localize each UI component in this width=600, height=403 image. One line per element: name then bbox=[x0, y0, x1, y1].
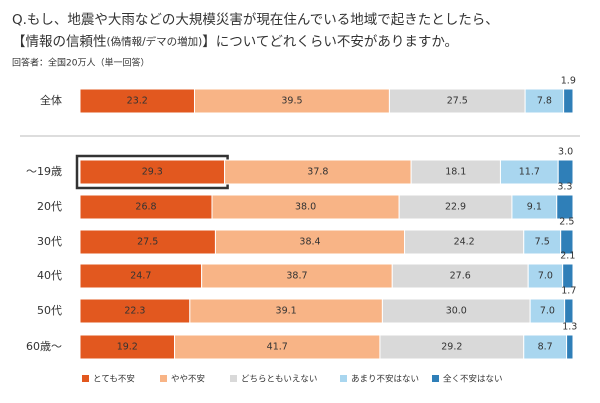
legend-label: やや不安 bbox=[171, 374, 205, 385]
value-label: 39.5 bbox=[281, 96, 302, 107]
bar-segment bbox=[391, 263, 529, 289]
value-label: 19.2 bbox=[117, 342, 138, 353]
category-label: 60歳～ bbox=[26, 340, 62, 353]
bar-segment bbox=[224, 159, 412, 185]
value-label: 8.7 bbox=[538, 342, 553, 353]
legend-label: 全く不安はない bbox=[443, 374, 503, 385]
legend-swatch bbox=[340, 375, 347, 382]
value-label: 3.0 bbox=[558, 147, 573, 158]
bar-segment bbox=[527, 263, 564, 289]
value-label: 27.5 bbox=[137, 237, 158, 248]
title-part: 】についてどれくらい不安がありますか。 bbox=[202, 34, 458, 50]
bar-segment bbox=[79, 194, 213, 220]
value-label: 24.7 bbox=[130, 271, 151, 282]
value-label: 26.8 bbox=[135, 202, 156, 213]
value-label: 39.1 bbox=[276, 306, 297, 317]
legend-swatch bbox=[230, 375, 237, 382]
value-label: 3.3 bbox=[557, 182, 572, 193]
category-label: 50代 bbox=[37, 304, 62, 317]
bar-segment bbox=[189, 298, 383, 324]
legend-label: どちらともいえない bbox=[241, 375, 317, 385]
value-label: 7.5 bbox=[535, 237, 550, 248]
category-label: 40代 bbox=[37, 269, 62, 282]
bar-segment bbox=[79, 263, 203, 289]
value-label: 37.8 bbox=[307, 167, 328, 178]
bar-segment bbox=[499, 159, 559, 185]
value-label: 1.3 bbox=[562, 322, 577, 333]
value-label: 38.7 bbox=[286, 271, 307, 282]
value-label: 38.0 bbox=[295, 202, 316, 213]
bar-segment bbox=[560, 229, 574, 255]
title-line-1: Q.もし、地震や大雨などの大規模災害が現在住んでいる地域で起きたとしたら、 bbox=[12, 12, 499, 28]
value-label: 7.0 bbox=[538, 271, 553, 282]
bar-segment bbox=[523, 334, 568, 360]
title-part: 【情報の信頼性 bbox=[12, 34, 107, 50]
bar-segment bbox=[566, 334, 574, 360]
value-label: 38.4 bbox=[299, 237, 320, 248]
value-label: 2.5 bbox=[559, 217, 574, 228]
category-label: 全体 bbox=[40, 93, 62, 107]
bar-segment bbox=[523, 229, 562, 255]
value-label: 2.1 bbox=[560, 251, 575, 262]
category-label: ～19歳 bbox=[26, 165, 62, 178]
value-label: 22.3 bbox=[124, 306, 145, 317]
category-label: 20代 bbox=[37, 200, 62, 213]
value-label: 9.1 bbox=[527, 202, 542, 213]
legend-swatch bbox=[160, 375, 167, 382]
bar-segment bbox=[564, 298, 574, 324]
value-label: 11.7 bbox=[519, 167, 540, 178]
bar-segment bbox=[557, 159, 574, 185]
subtitle: 回答者：全国20万人（単一回答） bbox=[12, 57, 149, 69]
value-label: 1.9 bbox=[561, 76, 576, 87]
bar-segment bbox=[379, 334, 525, 360]
value-label: 29.2 bbox=[441, 342, 462, 353]
value-label: 41.7 bbox=[267, 342, 288, 353]
value-label: 24.2 bbox=[454, 237, 475, 248]
value-label: 30.0 bbox=[446, 306, 467, 317]
bar-segment bbox=[193, 88, 390, 114]
title-part: (偽情報/デマの増加) bbox=[107, 35, 203, 48]
bar-segment bbox=[388, 88, 526, 114]
bar-segment bbox=[79, 334, 176, 360]
value-label: 22.9 bbox=[445, 202, 466, 213]
value-label: 7.8 bbox=[537, 96, 552, 107]
value-label: 18.1 bbox=[445, 167, 466, 178]
bar-segment bbox=[563, 88, 574, 114]
value-label: 29.3 bbox=[142, 167, 163, 178]
bar-segment bbox=[201, 263, 393, 289]
bar-segment bbox=[556, 194, 574, 220]
value-label: 27.6 bbox=[450, 271, 471, 282]
bar-segment bbox=[410, 159, 501, 185]
value-label: 7.0 bbox=[540, 306, 555, 317]
bar-segment bbox=[398, 194, 513, 220]
category-label: 30代 bbox=[37, 235, 62, 248]
bar-segment bbox=[562, 263, 574, 289]
bar-segment bbox=[381, 298, 531, 324]
legend-swatch bbox=[82, 375, 89, 382]
value-label: 27.5 bbox=[447, 96, 468, 107]
value-label: 1.7 bbox=[561, 286, 576, 297]
value-label: 23.2 bbox=[127, 96, 148, 107]
legend-swatch bbox=[432, 375, 439, 382]
title-line-2: 【情報の信頼性(偽情報/デマの増加)】についてどれくらい不安がありますか。 bbox=[12, 34, 458, 50]
bar-segment bbox=[174, 334, 381, 360]
bar-segment bbox=[404, 229, 525, 255]
legend-label: あまり不安はない bbox=[351, 374, 419, 385]
legend-label: とても不安 bbox=[93, 374, 135, 385]
bar-segment bbox=[214, 229, 406, 255]
bar-segment bbox=[79, 229, 216, 255]
